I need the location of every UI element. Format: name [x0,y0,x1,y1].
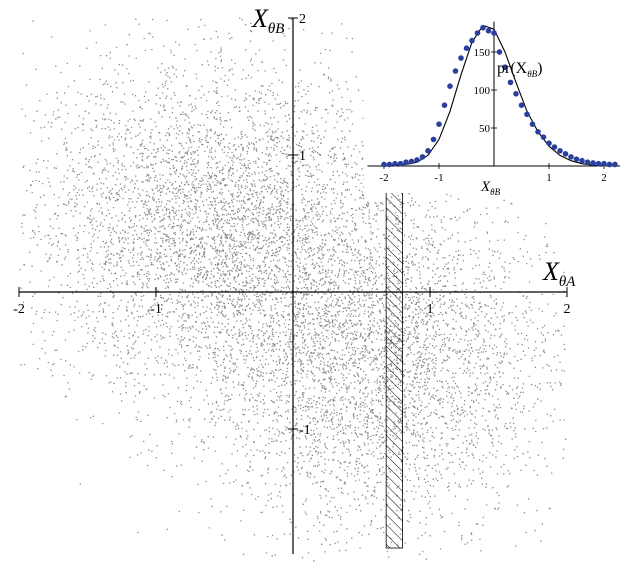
inset-data-point [480,24,486,31]
inset-y-axis-title-subscript: θB [527,69,537,79]
inset-data-points [381,24,618,168]
inset-data-point [414,157,420,163]
inset-x-tick-label: -2 [379,172,388,184]
inset-data-point [386,161,393,168]
y-tick-label: -1 [299,423,311,438]
inset-data-point [397,160,404,167]
y-tick-label: 1 [299,149,306,164]
inset-x-tick-label: -1 [434,172,443,184]
inset-y-tick-label: 150 [474,47,491,59]
x-tick-label: 2 [564,302,571,317]
inset-x-axis-title: XθB [480,179,501,197]
inset-data-point [403,159,409,165]
inset-data-point [463,45,470,51]
inset-data-point [502,64,508,70]
inset-data-point [392,160,398,167]
inset-data-point [425,148,431,154]
inset-data-point [529,121,536,127]
y-axis-title-main: X [251,4,269,33]
inset-x-axis-title-subscript: θB [490,187,500,197]
inset-y-axis-ticks: 50 100 150 [474,47,497,135]
inset-data-point [535,129,541,135]
inset-data-point [546,140,552,146]
inset-data-point [419,154,426,160]
x-tick-label: -1 [150,302,162,317]
x-axis-title-main: X [542,257,560,286]
inset-data-point [485,27,492,34]
inset-data-point [590,160,596,166]
inset-y-axis-title-main: pr(X [497,60,528,77]
inset-data-point [441,102,448,108]
inset-data-point [447,83,453,89]
inset-data-point [491,30,497,36]
inset-data-point [562,151,569,157]
scatter-cloud [19,17,568,562]
inset-data-point [474,30,481,36]
y-tick-label: 2 [299,12,306,27]
inset-x-tick-label: 1 [546,172,552,184]
inset-data-point [573,156,580,162]
inset-data-point [469,37,475,44]
inset-y-tick-label: 100 [474,85,491,97]
inset-data-point [458,55,464,61]
inset-data-point [452,68,459,74]
inset-x-axis-title-main: X [480,179,491,195]
inset-data-point [496,49,503,55]
inset-y-axis-title-close: ) [537,60,542,77]
main-scatter-points [19,17,568,562]
inset-data-point [551,144,558,150]
inset-data-point [513,91,519,97]
inset-data-point [557,148,563,154]
x-tick-label: -2 [13,302,25,317]
inset-data-point [601,160,607,167]
inset-data-point [540,134,547,140]
inset-x-tick-label: 2 [601,172,607,184]
inset-y-axis-title: pr(XθB) [497,60,542,79]
inset-data-point [612,161,618,168]
x-axis-title: XθA [542,257,576,290]
y-axis-ticks: -1 1 2 [288,12,311,438]
inset-data-point [584,159,591,165]
inset-data-point [430,136,437,143]
inset-data-point [507,79,514,86]
inset-data-point [436,121,442,127]
y-axis-title: XθB [251,4,284,37]
inset-data-point [606,161,613,168]
x-tick-label: 1 [427,302,434,317]
inset-data-point [518,102,525,108]
x-axis-ticks: -2 -1 1 2 [13,287,571,317]
inset-data-point [381,161,387,168]
inset-data-point [408,158,415,165]
inset-y-tick-label: 50 [479,123,491,135]
inset-data-point [579,157,585,164]
y-axis-title-subscript: θB [268,21,285,37]
inset-data-point [524,111,530,118]
inset-data-point [568,154,574,160]
x-axis-title-subscript: θA [559,274,576,290]
inset-data-point [595,160,602,167]
